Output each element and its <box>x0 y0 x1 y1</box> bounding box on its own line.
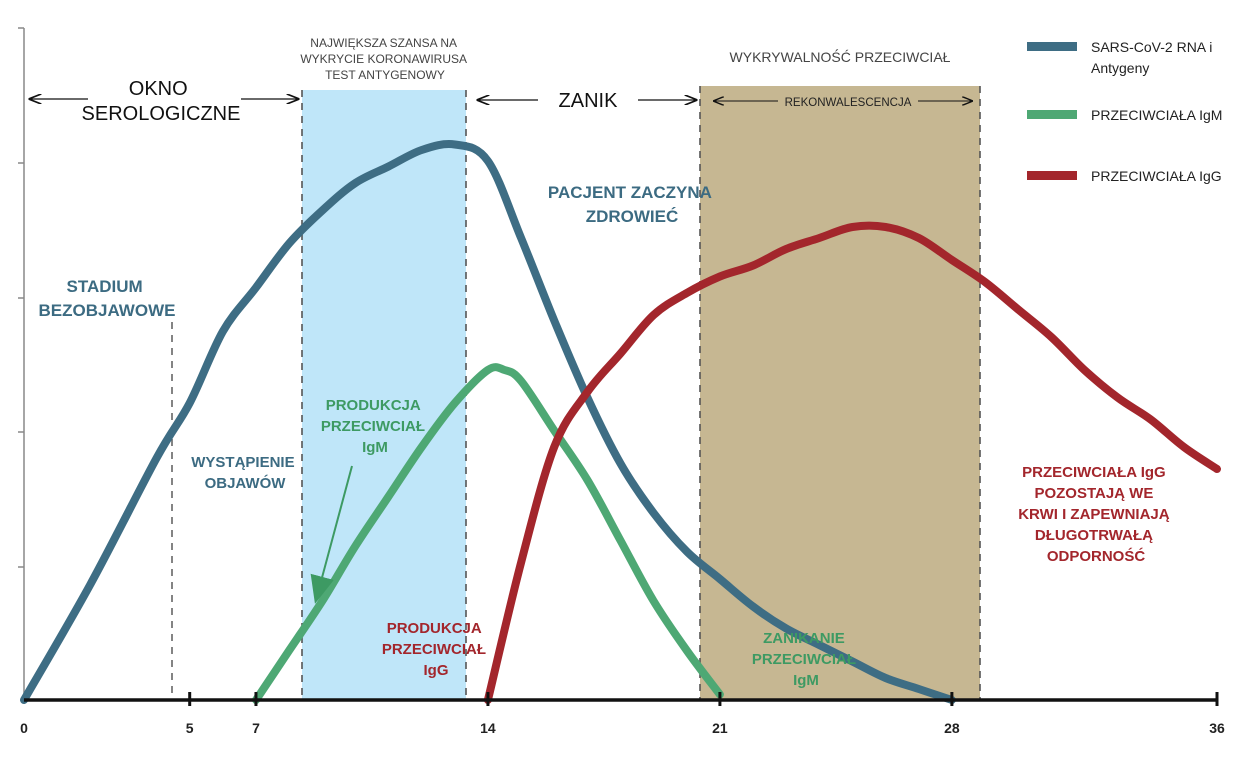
x-tick-label: 28 <box>944 720 960 736</box>
y-axis <box>18 27 25 700</box>
convalescence-band <box>700 86 980 700</box>
antigen-test-window-band <box>302 90 466 700</box>
igm-production-label: PRODUKCJA PRZECIWCIAŁ IgM <box>321 397 429 456</box>
x-axis-ticks: 0 5 7 14 21 28 36 <box>20 692 1225 736</box>
x-tick-label: 36 <box>1209 720 1225 736</box>
antigen-test-window-label: NAJWIĘKSZA SZANSA NA WYKRYCIE KORONAWIRU… <box>300 36 469 82</box>
x-tick-label: 14 <box>480 720 496 736</box>
antibody-detectability-label: WYKRYWALNOŚĆ PRZECIWCIAŁ <box>730 48 951 65</box>
x-tick-label: 0 <box>20 720 28 736</box>
series-line-igg <box>483 221 1221 704</box>
legend-swatch-igg <box>1027 171 1077 180</box>
x-tick-label: 7 <box>252 720 260 736</box>
igg-remain-label: PRZECIWCIAŁA IgG POZOSTAJĄ WE KRWI I ZAP… <box>1018 464 1174 565</box>
legend-label-igg: PRZECIWCIAŁA IgG <box>1091 168 1222 184</box>
x-tick-label: 5 <box>186 720 194 736</box>
series-line-igm <box>252 363 724 704</box>
x-tick-label: 21 <box>712 720 728 736</box>
legend-label-igm: PRZECIWCIAŁA IgM <box>1091 107 1222 123</box>
igg-production-label: PRODUKCJA PRZECIWCIAŁ IgG <box>382 620 490 679</box>
phase-arrows <box>30 99 972 101</box>
legend-label-rna-antigens: SARS-CoV-2 RNA i Antygeny <box>1091 39 1216 76</box>
series-line-rna-antigens <box>20 140 956 704</box>
legend-swatch-rna-antigens <box>1027 42 1077 51</box>
serological-window-label: OKNO SEROLOGICZNE <box>82 78 241 125</box>
legend-swatch-igm <box>1027 110 1077 119</box>
patient-recovers-label: PACJENT ZACZYNA ZDROWIEĆ <box>548 183 716 226</box>
igm-production-arrow <box>310 465 353 604</box>
convalescence-label: REKONWALESCENCJA <box>785 97 912 109</box>
igm-waning-label: ZANIKANIE PRZECIWCIAŁ IgM <box>752 630 860 689</box>
legend: SARS-CoV-2 RNA i Antygeny PRZECIWCIAŁA I… <box>1027 39 1222 184</box>
decline-label: ZANIK <box>559 90 619 112</box>
asymptomatic-stage-label: STADIUM BEZOBJAWOWE <box>39 277 176 320</box>
symptom-onset-label: WYSTĄPIENIE OBJAWÓW <box>191 454 299 492</box>
